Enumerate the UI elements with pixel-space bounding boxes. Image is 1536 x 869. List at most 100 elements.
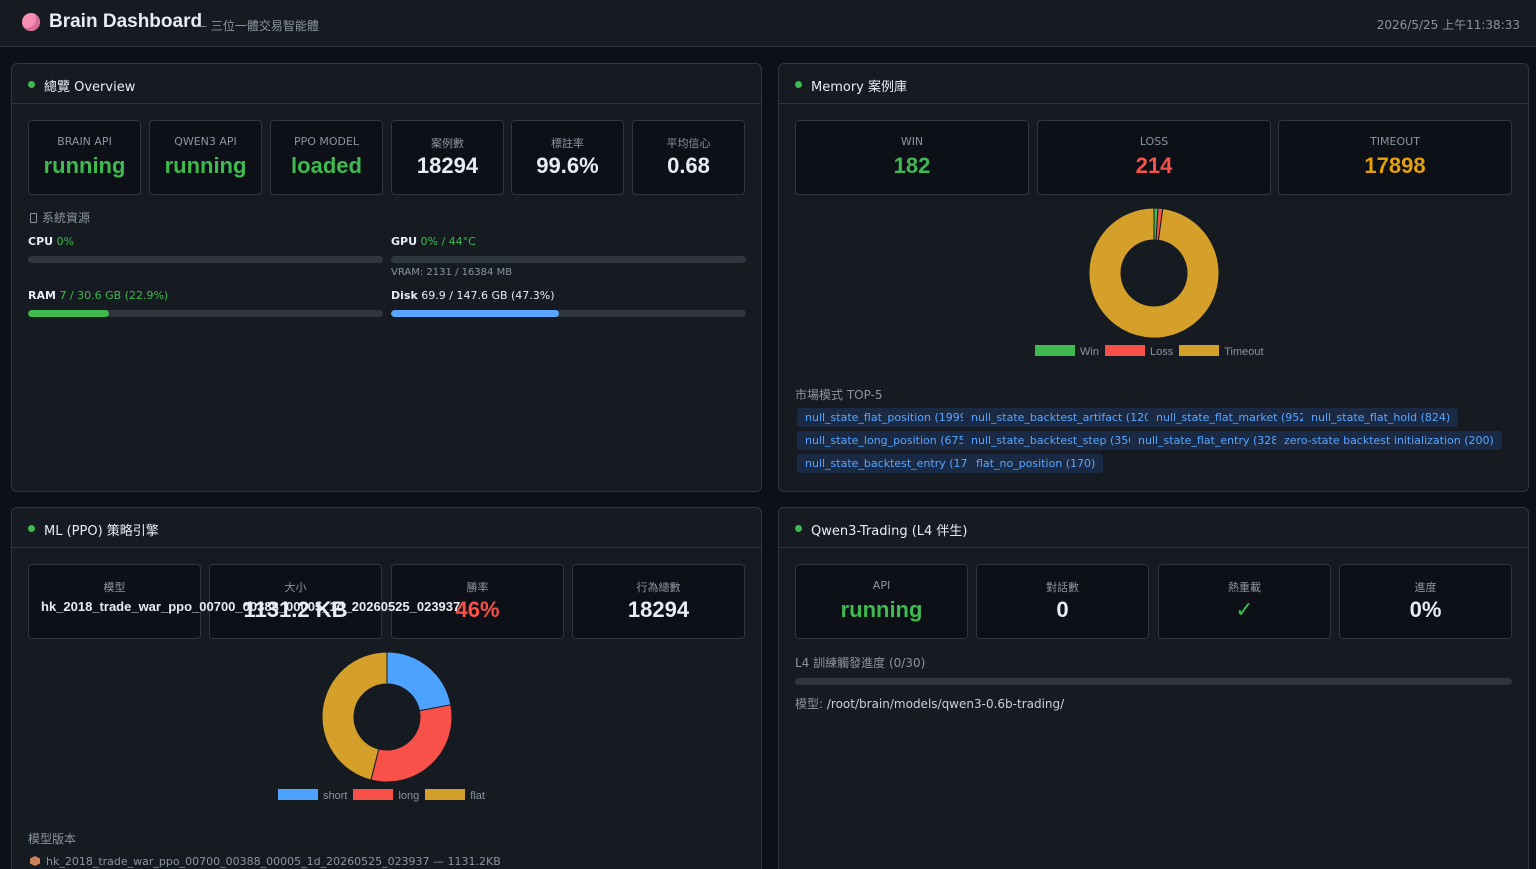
legend-item-timeout[interactable]: Timeout: [1179, 345, 1264, 358]
gpu-label: GPU 0% / 44°C: [391, 235, 476, 248]
stat-value: 99.6%: [536, 153, 599, 178]
stat-loss: LOSS 214: [1037, 120, 1271, 195]
slice-long[interactable]: [370, 704, 453, 783]
status-dot: [28, 525, 35, 532]
legend-swatch: [1179, 345, 1220, 356]
stat-label: 案例數: [431, 137, 464, 150]
panel-title: Qwen3-Trading (L4 伴生): [811, 524, 968, 539]
pattern-tag[interactable]: zero-state backtest initialization (200): [1276, 431, 1502, 450]
stat-api: API running: [795, 564, 968, 639]
panel-title: ML (PPO) 策略引擎: [44, 524, 159, 539]
patterns-heading: 市場模式 TOP-5: [795, 388, 883, 402]
legend-label: long: [398, 790, 420, 802]
legend-label: Loss: [1149, 346, 1174, 358]
version-entry[interactable]: hk_2018_trade_war_ppo_00700_00388_00005_…: [30, 855, 501, 868]
stat-hot-reload: 熱重載 ✓: [1158, 564, 1331, 639]
stat-qwen3-api: QWEN3 API running: [149, 120, 262, 195]
pattern-tag[interactable]: null_state_backtest_entry (175): [797, 454, 987, 473]
resources-heading: 系統資源: [30, 209, 90, 226]
stat-label: 平均信心: [666, 137, 711, 150]
cpu-bar: [28, 256, 383, 263]
pattern-tag[interactable]: null_state_backtest_step (350): [963, 431, 1148, 450]
legend-item-short[interactable]: short: [278, 789, 348, 802]
pattern-tag[interactable]: null_state_flat_entry (328): [1130, 431, 1291, 450]
stat-conversations: 對話數 0: [976, 564, 1149, 639]
slice-flat[interactable]: [321, 651, 388, 781]
panel-header: Memory 案例庫: [779, 64, 1528, 104]
legend-item-flat[interactable]: flat: [425, 789, 485, 802]
brain-icon: [22, 13, 40, 31]
legend-label: short: [323, 790, 348, 802]
stat-value: 214: [1135, 153, 1173, 178]
legend-swatch: [1104, 345, 1145, 356]
pattern-tag[interactable]: null_state_flat_market (952): [1148, 408, 1319, 427]
stat-value: 0.68: [667, 153, 710, 178]
stat-label: 勝率: [466, 581, 489, 594]
stat-value: 18294: [416, 153, 479, 178]
stat-label: LOSS: [1139, 135, 1169, 148]
stat-value: 0%: [1409, 597, 1442, 622]
disk-label: Disk 69.9 / 147.6 GB (47.3%): [391, 289, 555, 302]
status-dot: [28, 81, 35, 88]
disk-bar-fill: [391, 310, 559, 317]
top-bar: Brain Dashboard — 三位一體交易智能體 2026/5/25 上午…: [0, 0, 1536, 47]
stat-label: 熱重載: [1228, 581, 1261, 594]
slice-timeout[interactable]: [1088, 207, 1220, 339]
legend-swatch: [1035, 345, 1075, 356]
action-legend: short long flat: [278, 789, 491, 802]
stat-model: 模型: [28, 564, 201, 639]
status-dot: [795, 81, 802, 88]
pattern-tag[interactable]: null_state_flat_position (1999): [797, 408, 980, 427]
stat-ppo-model: PPO MODEL loaded: [270, 120, 383, 195]
stat-label: 行為總數: [636, 581, 681, 594]
stat-label: TIMEOUT: [1370, 135, 1420, 148]
disk-bar: [391, 310, 746, 317]
stat-value: 17898: [1364, 153, 1426, 178]
legend-label: Win: [1080, 346, 1099, 358]
stat-label-rate: 標註率 99.6%: [511, 120, 624, 195]
stat-timeout: TIMEOUT 17898: [1278, 120, 1512, 195]
stat-win: WIN 182: [795, 120, 1029, 195]
legend-item-win[interactable]: Win: [1035, 345, 1099, 358]
ram-bar-fill: [28, 310, 110, 317]
panel-title: 總覽 Overview: [44, 80, 136, 95]
stat-label: 進度: [1414, 581, 1437, 594]
slice-short[interactable]: [386, 651, 452, 712]
pattern-tag[interactable]: null_state_backtest_artifact (1200): [963, 408, 1171, 427]
server-icon: [30, 213, 37, 223]
package-icon: [30, 856, 40, 866]
stat-avg-confidence: 平均信心 0.68: [632, 120, 745, 195]
legend-item-loss[interactable]: Loss: [1104, 345, 1174, 358]
stat-label: PPO MODEL: [293, 135, 360, 148]
ml-panel: ML (PPO) 策略引擎 模型 大小 1131.2 KB 勝率 46% 行為總…: [11, 507, 762, 869]
memory-panel: Memory 案例庫 WIN 182 LOSS 214 TIMEOUT 1789…: [778, 63, 1529, 492]
stat-win-rate: 勝率 46%: [391, 564, 564, 639]
outcome-donut-chart: [1088, 207, 1220, 339]
pattern-tag[interactable]: null_state_long_position (675): [797, 431, 978, 450]
overview-panel: 總覽 Overview BRAIN API running QWEN3 API …: [11, 63, 762, 492]
stat-case-count: 案例數 18294: [391, 120, 504, 195]
qwen-panel: Qwen3-Trading (L4 伴生) API running 對話數 0 …: [778, 507, 1529, 869]
ram-label: RAM 7 / 30.6 GB (22.9%): [28, 289, 169, 302]
stat-value: 1131.2 KB: [243, 597, 348, 622]
panel-header: 總覽 Overview: [12, 64, 761, 104]
legend-item-long[interactable]: long: [353, 789, 420, 802]
panel-header: ML (PPO) 策略引擎: [12, 508, 761, 548]
pattern-tag[interactable]: null_state_flat_hold (824): [1303, 408, 1459, 427]
legend-swatch: [278, 789, 318, 800]
training-progress-label: L4 訓練觸發進度 (0/30): [795, 656, 926, 670]
panel-header: Qwen3-Trading (L4 伴生): [779, 508, 1528, 548]
stat-label: WIN: [900, 135, 924, 148]
stat-label: API: [872, 579, 891, 592]
vram-readout: VRAM: 2131 / 16384 MB: [391, 267, 513, 278]
stat-value: running: [840, 597, 923, 622]
stat-label: 大小: [284, 581, 307, 594]
panel-title: Memory 案例庫: [811, 80, 908, 95]
check-icon: ✓: [1235, 597, 1254, 622]
gpu-bar: [391, 256, 746, 263]
stat-size: 大小 1131.2 KB: [209, 564, 382, 639]
pattern-tag[interactable]: flat_no_position (170): [968, 454, 1104, 473]
stat-value: running: [43, 153, 126, 178]
action-donut-chart: [321, 651, 453, 783]
cpu-label: CPU 0%: [28, 235, 75, 248]
